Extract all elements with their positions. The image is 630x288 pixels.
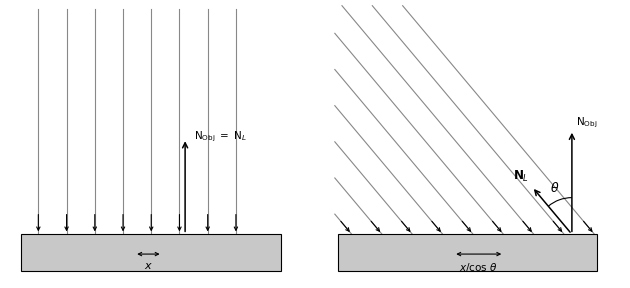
Text: $\mathbf{N}_\mathit{L}$: $\mathbf{N}_\mathit{L}$ bbox=[513, 169, 529, 184]
Bar bbox=[21, 234, 281, 271]
Text: $\theta$: $\theta$ bbox=[550, 181, 559, 195]
Text: $\mathrm{N}_\mathrm{Obj}$: $\mathrm{N}_\mathrm{Obj}$ bbox=[576, 115, 598, 130]
Text: $\mathrm{N}_\mathrm{Obj}\ =\ \mathrm{N}_\mathit{L}$: $\mathrm{N}_\mathrm{Obj}\ =\ \mathrm{N}_… bbox=[193, 130, 247, 144]
Bar bbox=[338, 234, 597, 271]
Text: $x$: $x$ bbox=[144, 261, 153, 271]
Text: $x/\cos\,\theta$: $x/\cos\,\theta$ bbox=[459, 261, 498, 274]
